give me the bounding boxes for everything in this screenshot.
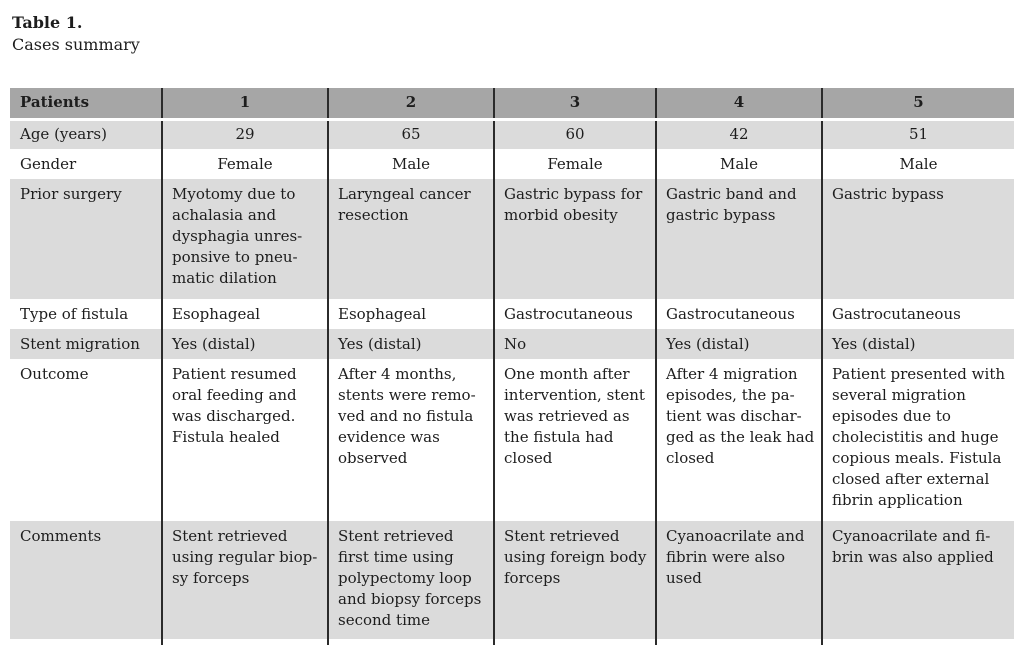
table-row-gender: Gender Female Male Female Male Male	[10, 149, 1014, 179]
table-row-age: Age (years) 29 65 60 42 51	[10, 119, 1014, 149]
table-cell: Patient resumed oral feeding and was dis…	[161, 359, 328, 521]
table-cell: Patient presented with several migration…	[821, 359, 1014, 521]
table-caption-label: Table 1.	[12, 13, 83, 32]
table-cell: Laryngeal cancer resection	[327, 179, 494, 299]
table-row-prior-surgery: Prior surgery Myotomy due to achalasia a…	[10, 179, 1014, 299]
table-cell: After 4 migration episodes, the pa- tien…	[655, 359, 822, 521]
header-row: Patients 1 2 3 4 5	[10, 88, 1014, 121]
row-label: Gender	[10, 149, 162, 179]
table-cell: Esophageal	[327, 299, 494, 329]
table-cell: No	[493, 329, 656, 359]
table-cell: Myotomy due to achalasia and dysphagia u…	[161, 179, 328, 299]
tail-row	[10, 639, 1014, 645]
table-cell: Yes (distal)	[327, 329, 494, 359]
column-header: 4	[655, 88, 822, 121]
table-cell: Gastric bypass for morbid obesity	[493, 179, 656, 299]
table-cell: Yes (distal)	[161, 329, 328, 359]
table-cell: Yes (distal)	[655, 329, 822, 359]
table-cell: Male	[655, 149, 822, 179]
column-header: 2	[327, 88, 494, 121]
table-row-outcome: Outcome Patient resumed oral feeding and…	[10, 359, 1014, 521]
table-row-stent-migration: Stent migration Yes (distal) Yes (distal…	[10, 329, 1014, 359]
table-cell: Yes (distal)	[821, 329, 1014, 359]
table-cell: After 4 months, stents were remo- ved an…	[327, 359, 494, 521]
table-cell: 42	[655, 119, 822, 149]
cases-summary-table: Patients 1 2 3 4 5 Age (years) 29 65 60 …	[10, 88, 1014, 645]
table-cell: Cyanoacrilate and fibrin were also used	[655, 521, 822, 639]
table-row-comments: Comments Stent retrieved using regular b…	[10, 521, 1014, 639]
table-cell: Gastrocutaneous	[493, 299, 656, 329]
row-label: Type of fistula	[10, 299, 162, 329]
column-header: 3	[493, 88, 656, 121]
table-cell: Stent retrieved using regular biop- sy f…	[161, 521, 328, 639]
row-label: Stent migration	[10, 329, 162, 359]
table-cell: Female	[161, 149, 328, 179]
table-cell: 60	[493, 119, 656, 149]
header-label-patients: Patients	[10, 88, 162, 121]
column-header: 5	[821, 88, 1014, 121]
table-cell: Female	[493, 149, 656, 179]
table-row-fistula-type: Type of fistula Esophageal Esophageal Ga…	[10, 299, 1014, 329]
column-header: 1	[161, 88, 328, 121]
table-caption-subtitle: Cases summary	[12, 35, 140, 54]
table-cell: Gastric band and gastric bypass	[655, 179, 822, 299]
table-cell: 29	[161, 119, 328, 149]
table-cell: Gastrocutaneous	[821, 299, 1014, 329]
row-label: Prior surgery	[10, 179, 162, 299]
table-cell: Esophageal	[161, 299, 328, 329]
table-cell: Stent retrieved first time using polypec…	[327, 521, 494, 639]
table-cell: Gastric bypass	[821, 179, 1014, 299]
table-cell: Stent retrieved using foreign body force…	[493, 521, 656, 639]
table-caption: Table 1. Cases summary	[12, 12, 140, 56]
table-cell: Male	[327, 149, 494, 179]
table-cell: 65	[327, 119, 494, 149]
table-cell: Cyanoacrilate and fi- brin was also appl…	[821, 521, 1014, 639]
table-cell: One month after intervention, stent was …	[493, 359, 656, 521]
row-label: Outcome	[10, 359, 162, 521]
row-label: Age (years)	[10, 119, 162, 149]
row-label: Comments	[10, 521, 162, 639]
table-cell: 51	[821, 119, 1014, 149]
table-cell: Male	[821, 149, 1014, 179]
table-cell: Gastrocutaneous	[655, 299, 822, 329]
